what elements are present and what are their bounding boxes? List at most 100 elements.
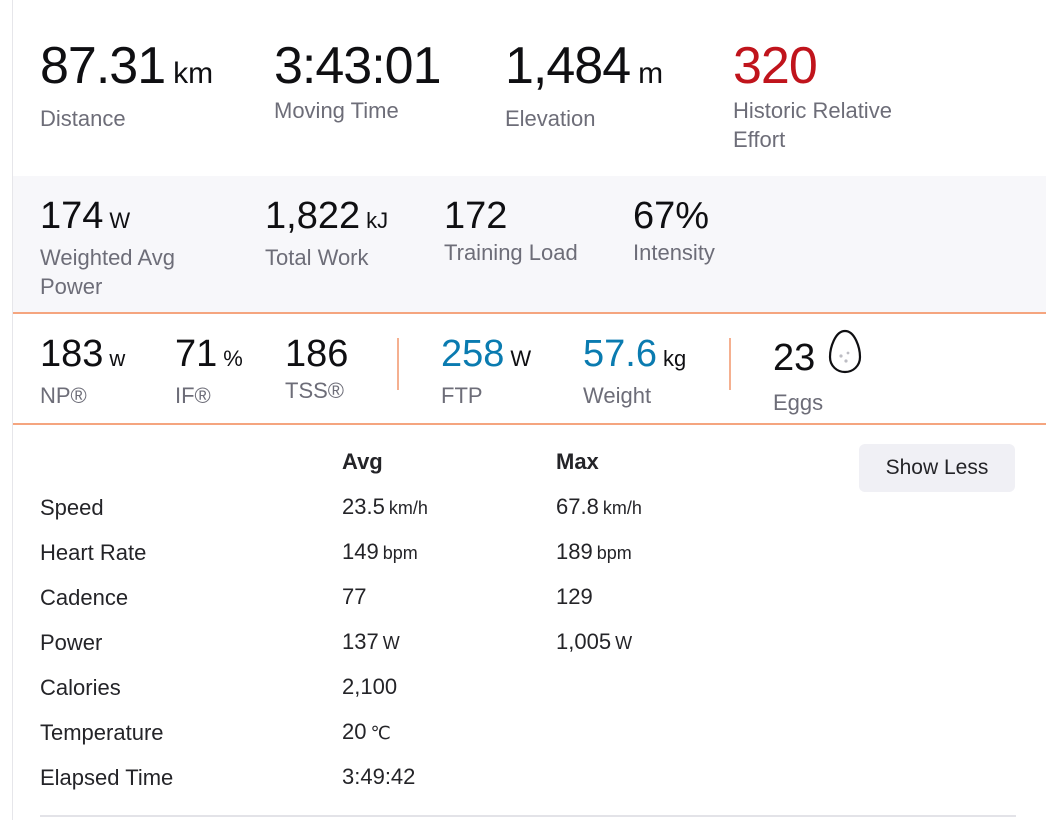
table-row-max-cell: 189 bpm	[556, 539, 632, 565]
moving-time-label: Moving Time	[274, 98, 399, 123]
distance-unit: km	[173, 57, 214, 90]
training-load-value: 172	[444, 195, 508, 237]
np-label: NP®	[40, 383, 87, 408]
table-row-avg-value: 23.5	[342, 494, 385, 519]
table-row-max-cell	[556, 674, 560, 700]
elevation-label: Elevation	[505, 106, 596, 131]
table-row-max-cell	[556, 719, 560, 745]
table-row-max-unit: W	[615, 633, 633, 653]
table-row-avg-cell: 2,100	[342, 674, 401, 700]
table-row-max-unit: bpm	[596, 543, 632, 563]
elevation-value: 1,484	[505, 37, 631, 95]
secondary-stats: 174 W Weighted Avg Power 1,822 kJ Total Wo…	[13, 176, 1046, 314]
stat-weight: 57.6 kg Weight	[583, 332, 686, 410]
training-load-label: Training Load	[444, 240, 578, 265]
np-unit: w	[109, 346, 126, 371]
table-row-avg-unit: ℃	[370, 723, 391, 743]
stat-elevation: 1,484 m Elevation	[505, 36, 663, 133]
bottom-divider	[40, 815, 1016, 817]
weighted-power-value: 174	[40, 195, 104, 237]
table-row-max-value: 189	[556, 539, 593, 564]
eggs-label: Eggs	[773, 390, 824, 415]
power-metrics: 183 w NP® 71% IF® 186 TSS® 258 W FTP 57.6 k…	[13, 314, 1046, 425]
table-row-label: Power	[40, 630, 103, 655]
table-row-label: Speed	[40, 495, 104, 520]
table-row-label: Calories	[40, 675, 121, 700]
table-row-avg-unit: km/h	[388, 498, 428, 518]
table-row-avg-unit: W	[382, 633, 400, 653]
table-row-max-value: 129	[556, 584, 593, 609]
table-row-avg-value: 2,100	[342, 674, 398, 699]
show-less-button[interactable]: Show Less	[859, 444, 1015, 492]
distance-label: Distance	[40, 106, 126, 131]
moving-time-value: 3:43:01	[274, 37, 441, 95]
tss-label: TSS®	[285, 378, 344, 403]
metrics-divider-2	[729, 338, 731, 390]
table-row-avg-cell: 3:49:42	[342, 764, 419, 790]
stat-total-work: 1,822 kJ Total Work	[265, 194, 388, 272]
if-value: 71	[175, 333, 218, 375]
stat-weighted-avg-power: 174 W Weighted Avg Power	[40, 194, 220, 301]
table-row-avg-cell: 77	[342, 584, 370, 610]
table-row-max-cell	[556, 764, 560, 790]
table-row-max-cell: 1,005 W	[556, 629, 632, 655]
if-label: IF®	[175, 383, 211, 408]
primary-stats: 87.31 km Distance 3:43:01 Moving Time 1,4…	[13, 0, 1046, 176]
weight-label: Weight	[583, 383, 652, 408]
weight-unit: kg	[662, 346, 687, 371]
table-row-avg-value: 3:49:42	[342, 764, 416, 789]
intensity-value: 67%	[633, 195, 710, 237]
metrics-divider-1	[397, 338, 399, 390]
stat-training-load: 172 Training Load	[444, 194, 578, 267]
weighted-power-unit: W	[109, 208, 131, 233]
table-row-label: Cadence	[40, 585, 129, 610]
table-row-label: Temperature	[40, 720, 164, 745]
egg-icon	[827, 328, 863, 384]
total-work-value: 1,822	[265, 195, 361, 237]
table-row-avg-cell: 20 ℃	[342, 719, 391, 745]
relative-effort-label: Historic Relative Effort	[733, 98, 892, 152]
table-row-avg-cell: 137 W	[342, 629, 400, 655]
eggs-value: 23	[773, 337, 816, 380]
elevation-unit: m	[638, 57, 664, 90]
table-row-label: Elapsed Time	[40, 765, 174, 790]
distance-value: 87.31	[40, 37, 166, 95]
avg-header: Avg	[342, 449, 383, 474]
stat-eggs: 23 Eggs	[773, 329, 863, 417]
table-row-avg-value: 137	[342, 629, 379, 654]
stat-relative-effort: 320 Historic Relative Effort	[733, 36, 933, 154]
table-row-max-value: 67.8	[556, 494, 599, 519]
table-row-label: Heart Rate	[40, 540, 147, 565]
table-row-max-value: 1,005	[556, 629, 612, 654]
table-row-max-cell: 129	[556, 584, 597, 610]
table-row-avg-value: 149	[342, 539, 379, 564]
ftp-label: FTP	[441, 383, 483, 408]
stats-table: Avg Max Show Less Speed 23.5 km/h 67.8 km/h H…	[13, 425, 1046, 820]
max-header: Max	[556, 449, 599, 474]
stat-distance: 87.31 km Distance	[40, 36, 213, 133]
stat-moving-time: 3:43:01 Moving Time	[274, 36, 441, 125]
stat-ftp: 258 W FTP	[441, 332, 531, 410]
weighted-power-label: Weighted Avg Power	[40, 245, 175, 299]
ftp-value: 258	[441, 333, 505, 375]
intensity-label: Intensity	[633, 240, 715, 265]
table-row-max-cell: 67.8 km/h	[556, 494, 642, 520]
total-work-unit: kJ	[366, 208, 389, 233]
np-value: 183	[40, 333, 104, 375]
table-row-avg-cell: 23.5 km/h	[342, 494, 428, 520]
if-unit: %	[223, 346, 243, 371]
table-row-avg-cell: 149 bpm	[342, 539, 418, 565]
tss-value: 186	[285, 333, 349, 375]
stat-intensity: 67% Intensity	[633, 194, 715, 267]
ftp-unit: W	[510, 346, 532, 371]
total-work-label: Total Work	[265, 245, 369, 270]
stat-np: 183 w NP®	[40, 332, 125, 410]
relative-effort-value: 320	[733, 37, 818, 95]
table-row-avg-value: 20	[342, 719, 367, 744]
table-row-avg-unit: bpm	[382, 543, 418, 563]
table-row-max-unit: km/h	[602, 498, 642, 518]
weight-value: 57.6	[583, 333, 657, 375]
table-row-avg-value: 77	[342, 584, 367, 609]
stat-tss: 186 TSS®	[285, 332, 348, 405]
activity-stats-card: 87.31 km Distance 3:43:01 Moving Time 1,4…	[12, 0, 1046, 820]
